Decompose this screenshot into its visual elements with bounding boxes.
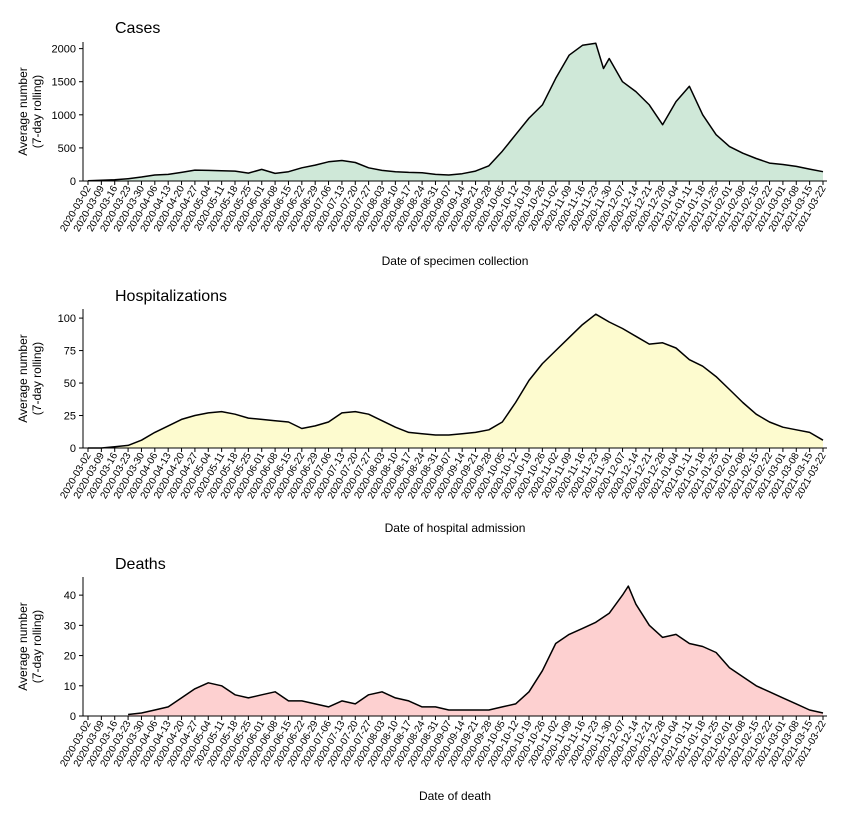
y-tick-label: 0 <box>70 443 76 455</box>
x-axis-label: Date of hospital admission <box>385 521 526 535</box>
y-tick-label: 1000 <box>52 110 76 122</box>
y-tick-label: 40 <box>64 590 76 602</box>
chart-panel: 02550751002020-03-022020-03-092020-03-16… <box>16 288 829 535</box>
chart-title: Cases <box>115 20 160 37</box>
series-line <box>88 313 824 449</box>
y-axis-label: Average number <box>16 602 30 691</box>
y-axis-label: (7-day rolling) <box>30 75 44 148</box>
y-tick-label: 75 <box>64 346 76 358</box>
y-tick-label: 25 <box>64 411 76 423</box>
y-tick-label: 2000 <box>52 44 76 56</box>
series-area <box>128 586 824 716</box>
y-axis-label: (7-day rolling) <box>30 610 44 683</box>
series-line <box>87 42 824 182</box>
chart-title: Deaths <box>115 556 166 573</box>
series-area <box>88 43 823 181</box>
series-area <box>88 314 823 448</box>
chart-panel: 05001000150020002020-03-022020-03-092020… <box>16 20 829 268</box>
x-axis-label: Date of death <box>419 789 491 803</box>
series-line <box>128 585 824 716</box>
y-tick-label: 30 <box>64 620 76 632</box>
y-tick-label: 20 <box>64 651 76 663</box>
y-tick-label: 500 <box>58 143 76 155</box>
y-tick-label: 1500 <box>52 77 76 89</box>
y-tick-label: 100 <box>58 313 76 325</box>
chart-title: Hospitalizations <box>115 288 227 305</box>
x-axis-label: Date of specimen collection <box>382 254 529 268</box>
chart-panel: 0102030402020-03-022020-03-092020-03-162… <box>16 556 829 803</box>
y-tick-label: 10 <box>64 681 76 693</box>
y-axis-label: Average number <box>16 334 30 423</box>
y-axis-label: Average number <box>16 67 30 156</box>
y-axis-label: (7-day rolling) <box>30 342 44 415</box>
y-tick-label: 50 <box>64 378 76 390</box>
y-tick-label: 0 <box>70 176 76 188</box>
y-tick-label: 0 <box>70 711 76 723</box>
